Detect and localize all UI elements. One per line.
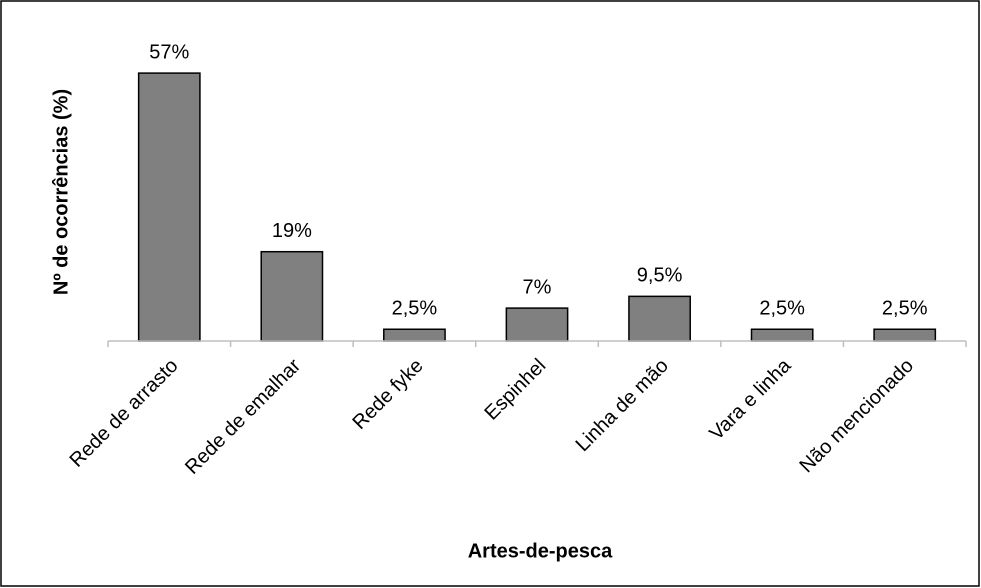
x-axis-title: Artes-de-pesca	[468, 540, 613, 562]
bar	[383, 328, 446, 342]
bar	[137, 72, 201, 342]
y-axis-title: Nº de ocorrências (%)	[50, 89, 72, 295]
value-label: 2,5%	[882, 298, 928, 320]
bar	[505, 307, 569, 342]
value-label: 9,5%	[637, 265, 683, 287]
value-label: 19%	[272, 220, 312, 242]
value-label: 57%	[149, 41, 189, 63]
bar	[750, 328, 814, 342]
bar	[873, 328, 937, 342]
value-label: 2,5%	[392, 298, 438, 320]
bar	[628, 295, 691, 342]
value-label: 7%	[523, 276, 552, 298]
value-label: 2,5%	[759, 298, 805, 320]
bar	[260, 250, 324, 342]
